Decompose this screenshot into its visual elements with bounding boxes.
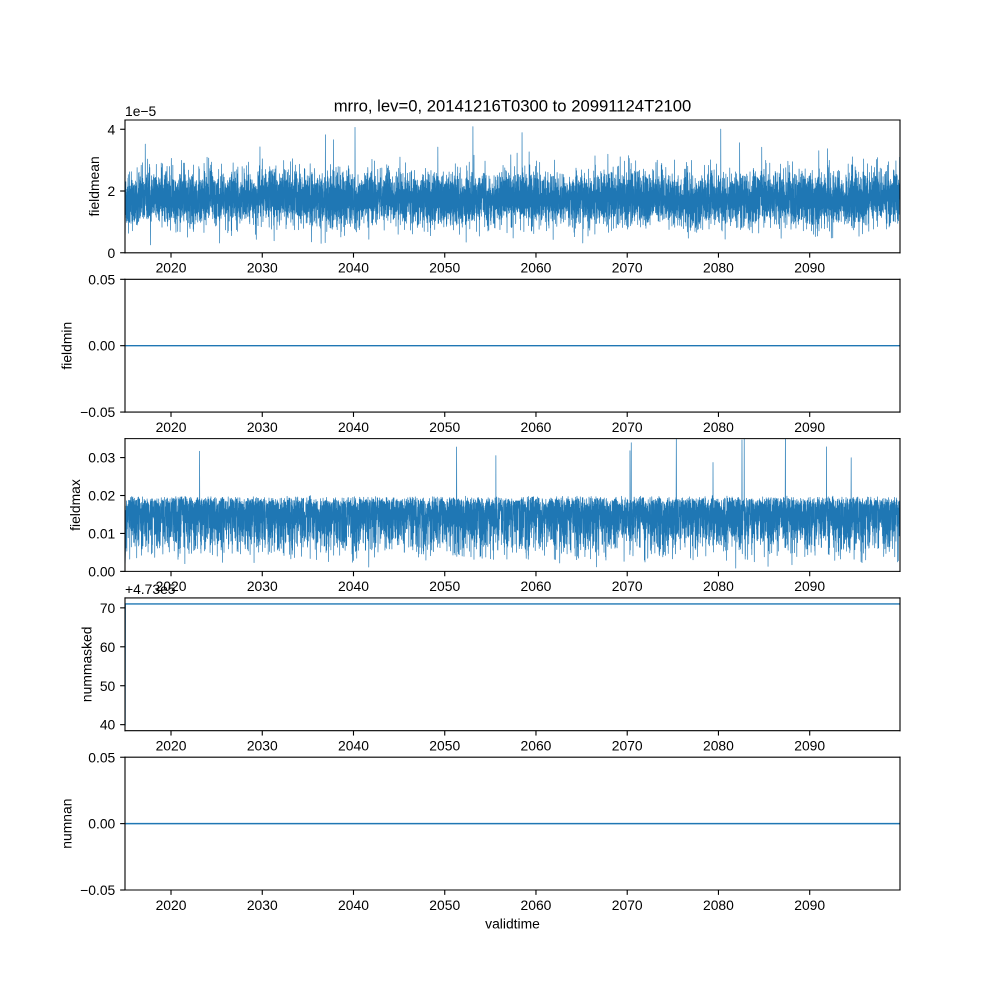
svg-text:2030: 2030 [247, 260, 278, 276]
svg-text:2060: 2060 [521, 737, 552, 753]
svg-text:0.00: 0.00 [88, 563, 115, 579]
svg-text:+4.73e5: +4.73e5 [125, 581, 176, 597]
svg-text:2070: 2070 [612, 578, 643, 594]
svg-text:50: 50 [100, 678, 116, 694]
svg-text:2030: 2030 [247, 897, 278, 913]
svg-text:2040: 2040 [338, 578, 369, 594]
svg-text:2050: 2050 [429, 260, 460, 276]
svg-text:70: 70 [100, 600, 116, 616]
svg-text:2080: 2080 [703, 419, 734, 435]
svg-text:2050: 2050 [429, 578, 460, 594]
svg-text:2070: 2070 [612, 897, 643, 913]
svg-text:2050: 2050 [429, 737, 460, 753]
svg-text:2020: 2020 [156, 737, 187, 753]
svg-text:2060: 2060 [521, 897, 552, 913]
svg-text:2070: 2070 [612, 737, 643, 753]
svg-text:fieldmax: fieldmax [67, 479, 83, 531]
svg-text:2060: 2060 [521, 419, 552, 435]
svg-text:0.02: 0.02 [88, 488, 115, 504]
svg-text:4: 4 [108, 121, 116, 137]
svg-text:0.00: 0.00 [88, 816, 115, 832]
svg-text:2040: 2040 [338, 260, 369, 276]
svg-text:2040: 2040 [338, 897, 369, 913]
svg-text:−0.05: −0.05 [80, 404, 115, 420]
svg-text:2050: 2050 [429, 419, 460, 435]
svg-text:0.00: 0.00 [88, 338, 115, 354]
svg-text:2080: 2080 [703, 897, 734, 913]
svg-text:2060: 2060 [521, 578, 552, 594]
svg-text:2090: 2090 [794, 737, 825, 753]
svg-text:validtime: validtime [485, 915, 540, 931]
svg-text:2070: 2070 [612, 419, 643, 435]
svg-text:2: 2 [108, 183, 116, 199]
svg-text:mrro, lev=0, 20141216T0300 to: mrro, lev=0, 20141216T0300 to 20991124T2… [334, 97, 692, 116]
svg-text:0.05: 0.05 [88, 749, 115, 765]
svg-text:2030: 2030 [247, 737, 278, 753]
svg-text:0.05: 0.05 [88, 271, 115, 287]
svg-text:2020: 2020 [156, 897, 187, 913]
svg-text:2080: 2080 [703, 578, 734, 594]
svg-text:1e−5: 1e−5 [125, 103, 157, 119]
svg-text:nummasked: nummasked [78, 627, 94, 703]
svg-text:2050: 2050 [429, 897, 460, 913]
svg-text:fieldmin: fieldmin [59, 322, 75, 370]
svg-text:numnan: numnan [59, 799, 75, 849]
svg-text:2090: 2090 [794, 897, 825, 913]
svg-text:2090: 2090 [794, 419, 825, 435]
svg-text:2080: 2080 [703, 260, 734, 276]
svg-text:2060: 2060 [521, 260, 552, 276]
svg-text:0.01: 0.01 [88, 525, 115, 541]
svg-text:2090: 2090 [794, 578, 825, 594]
svg-text:60: 60 [100, 639, 116, 655]
svg-text:−0.05: −0.05 [80, 882, 115, 898]
svg-text:40: 40 [100, 717, 116, 733]
svg-text:2040: 2040 [338, 419, 369, 435]
svg-text:0: 0 [108, 245, 116, 261]
svg-text:2030: 2030 [247, 578, 278, 594]
svg-text:2090: 2090 [794, 260, 825, 276]
svg-text:fieldmean: fieldmean [86, 156, 102, 216]
svg-text:0.03: 0.03 [88, 450, 115, 466]
svg-text:2080: 2080 [703, 737, 734, 753]
svg-text:2040: 2040 [338, 737, 369, 753]
svg-text:2020: 2020 [156, 419, 187, 435]
svg-text:2030: 2030 [247, 419, 278, 435]
svg-text:2020: 2020 [156, 260, 187, 276]
svg-text:2070: 2070 [612, 260, 643, 276]
